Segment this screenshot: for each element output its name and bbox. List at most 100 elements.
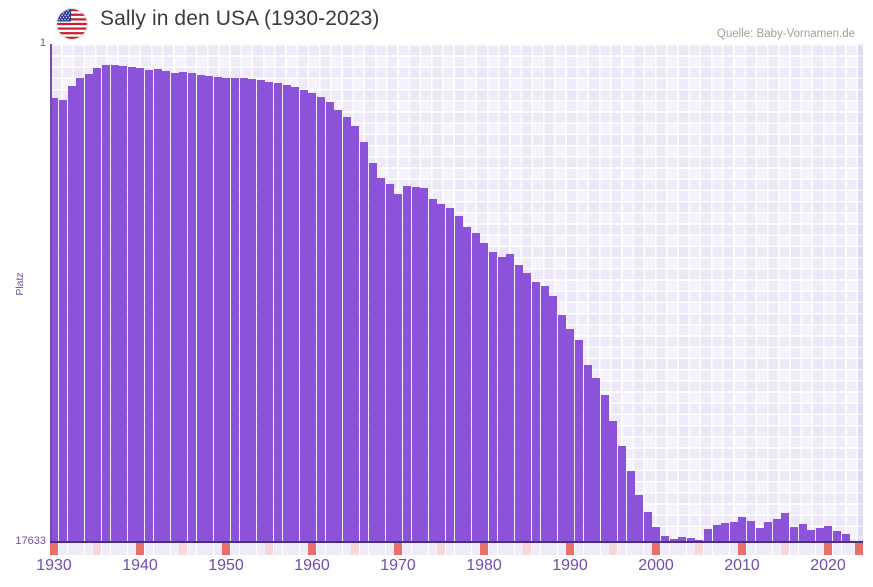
us-flag-icon: [57, 9, 87, 39]
bar-2004: [686, 538, 695, 541]
x-tick-1988: [549, 543, 558, 555]
bar-1994: [600, 395, 609, 541]
bar-2013: [764, 522, 773, 541]
x-tick-2004: [686, 543, 695, 555]
x-tick-2022: [841, 543, 850, 555]
x-tick-1971: [403, 543, 411, 555]
x-tick-2014: [772, 543, 781, 555]
x-tick-1982: [497, 543, 506, 555]
x-tick-1974: [428, 543, 437, 555]
x-axis-line: [50, 541, 863, 543]
x-tick-label-2020: 2020: [810, 557, 846, 574]
bar-1971: [403, 186, 411, 541]
bar-series: [50, 44, 863, 541]
bar-1968: [377, 178, 386, 541]
bar-1945: [179, 72, 188, 541]
x-tick-1957: [282, 543, 291, 555]
bar-1966: [360, 142, 368, 541]
bar-1938: [119, 66, 128, 541]
bar-1935: [93, 68, 102, 541]
x-tick-1940: [136, 543, 145, 555]
x-tick-1966: [360, 543, 368, 555]
x-tick-1930: [50, 543, 59, 555]
x-tick-label-1930: 1930: [36, 557, 72, 574]
bar-2005: [695, 540, 704, 541]
x-tick-2002: [669, 543, 678, 555]
x-tick-1981: [489, 543, 497, 555]
source-label: Quelle: Baby-Vornamen.de: [716, 28, 855, 40]
x-tick-1958: [291, 543, 300, 555]
bar-1977: [454, 216, 463, 541]
x-tick-1969: [385, 543, 394, 555]
bar-1978: [463, 227, 472, 541]
bar-1983: [506, 254, 515, 541]
x-tick-1968: [377, 543, 386, 555]
y-axis-title: Platz: [14, 272, 26, 296]
bar-1990: [566, 329, 575, 541]
x-tick-1932: [67, 543, 76, 555]
bar-1969: [385, 184, 394, 541]
x-tick-1979: [471, 543, 480, 555]
bar-1975: [437, 204, 446, 541]
bar-1956: [274, 83, 282, 541]
x-tick-1935: [93, 543, 102, 555]
bar-1963: [334, 110, 343, 541]
bar-1951: [231, 78, 239, 541]
bar-2014: [772, 519, 781, 541]
bar-1936: [102, 65, 110, 541]
bar-2009: [729, 522, 738, 541]
x-tick-2003: [678, 543, 687, 555]
page-title: Sally in den USA (1930-2023): [100, 7, 380, 30]
bar-1952: [239, 78, 248, 541]
x-tick-1959: [299, 543, 308, 555]
x-axis-tick-labels: 1930 1940 1950 1960 1970 1980 1990 2000 2010 2020: [36, 557, 863, 583]
x-tick-1975: [437, 543, 446, 555]
x-tick-1944: [170, 543, 179, 555]
x-tick-1987: [540, 543, 549, 555]
bar-1961: [317, 97, 325, 541]
x-tick-1952: [239, 543, 248, 555]
bar-2006: [704, 529, 712, 541]
bar-1996: [618, 446, 626, 541]
bar-1955: [265, 82, 274, 541]
bar-1993: [592, 378, 601, 541]
bar-1960: [308, 93, 317, 541]
bar-1999: [643, 512, 652, 541]
chart-header: Sally in den USA (1930-2023) Quelle: Bab…: [0, 0, 873, 44]
x-tick-1933: [76, 543, 85, 555]
bar-2003: [678, 537, 687, 541]
bar-1988: [549, 296, 558, 541]
bar-1985: [523, 273, 532, 541]
x-tick-2021: [833, 543, 841, 555]
x-tick-2008: [721, 543, 730, 555]
bar-1972: [411, 187, 420, 541]
x-tick-1992: [583, 543, 592, 555]
bar-1997: [626, 471, 635, 541]
bar-1970: [394, 194, 403, 541]
bar-2012: [755, 528, 764, 541]
x-tick-1948: [205, 543, 214, 555]
x-tick-1977: [454, 543, 463, 555]
x-tick-2016: [790, 543, 798, 555]
bar-1962: [325, 102, 334, 541]
x-tick-1996: [618, 543, 626, 555]
bar-1934: [84, 74, 93, 541]
x-tick-label-1980: 1980: [466, 557, 502, 574]
x-tick-1961: [317, 543, 325, 555]
bar-1973: [420, 188, 429, 541]
x-tick-2012: [755, 543, 764, 555]
x-tick-1949: [213, 543, 222, 555]
bar-1976: [446, 208, 454, 541]
x-tick-2018: [807, 543, 816, 555]
bar-1984: [514, 265, 523, 541]
bar-2019: [815, 528, 824, 541]
bar-1931: [59, 100, 67, 541]
bar-1992: [583, 365, 592, 541]
x-tick-1989: [557, 543, 566, 555]
bar-1998: [635, 495, 644, 541]
x-tick-2009: [729, 543, 738, 555]
x-tick-1934: [84, 543, 93, 555]
y-axis-tick-label-top: 1: [39, 37, 46, 49]
x-tick-1972: [411, 543, 420, 555]
bar-2011: [747, 521, 755, 541]
